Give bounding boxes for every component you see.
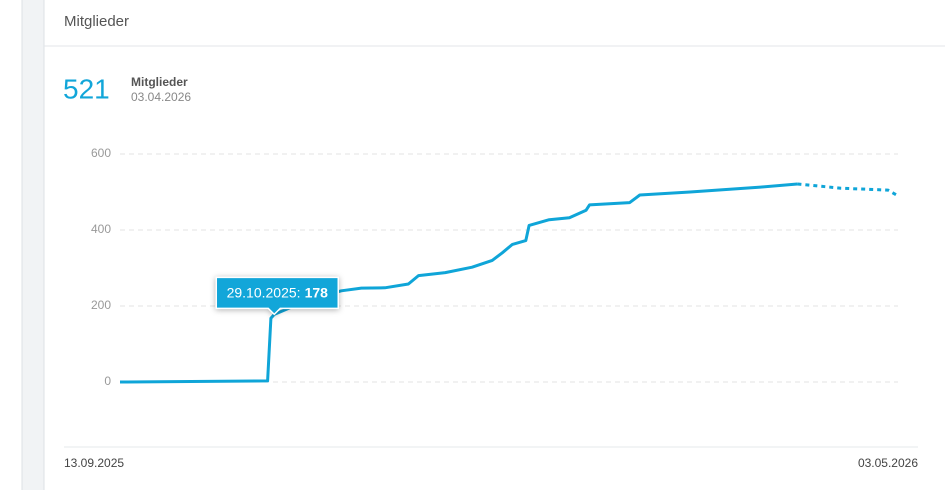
y-tick-label: 400	[91, 222, 111, 236]
summary-label: Mitglieder	[131, 75, 188, 89]
card	[43, 0, 945, 490]
data-line	[797, 182, 899, 198]
y-tick-label: 200	[91, 298, 111, 312]
x-tick-label: 13.09.2025	[64, 456, 124, 470]
summary-value: 521	[63, 73, 110, 104]
tooltip-box	[215, 276, 340, 316]
side-panel	[0, 0, 23, 490]
card-title: Mitglieder	[64, 13, 129, 30]
tooltip-label: 29.10.2025:	[227, 284, 301, 300]
summary-date: 03.04.2026	[131, 90, 191, 104]
tooltip-text: 29.10.2025: 178	[227, 284, 329, 300]
y-tick-label: 600	[91, 146, 111, 160]
tooltip: 29.10.2025: 178	[215, 276, 340, 316]
y-tick-label: 0	[104, 374, 111, 388]
x-tick-label: 03.05.2026	[858, 456, 918, 470]
tooltip-value: 178	[305, 284, 329, 300]
